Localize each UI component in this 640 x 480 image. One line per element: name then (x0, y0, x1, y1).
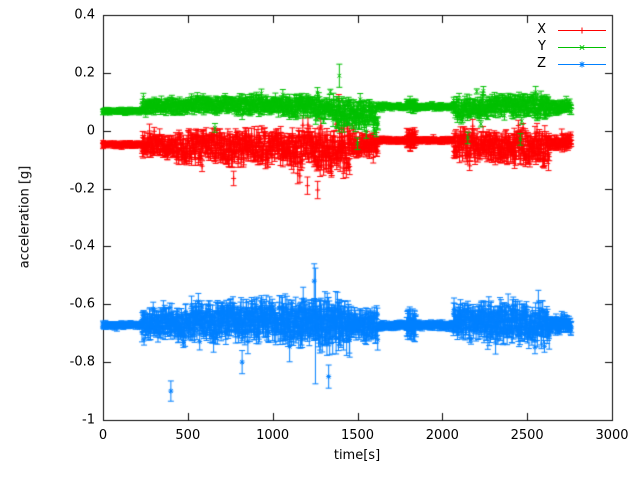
y-tick-label: 0 (86, 123, 95, 139)
legend-marker-plus-icon (558, 27, 606, 33)
y-tick-label: 0.2 (74, 65, 95, 81)
y-tick-label: -1 (82, 412, 95, 428)
legend-label: Z (537, 56, 546, 71)
x-tick-label: 1500 (340, 428, 375, 443)
x-tick-label: 3000 (595, 428, 629, 443)
y-tick-label: -0.2 (69, 181, 95, 197)
y-tick-label: -0.4 (69, 238, 95, 254)
legend-entry-z: Z (537, 57, 608, 71)
y-tick-label: 0.4 (74, 7, 95, 23)
x-tick-label: 0 (98, 428, 108, 443)
y-tick-label: -0.6 (69, 296, 95, 312)
legend-marker-asterisk-icon (558, 61, 606, 67)
legend-marker-cross-icon (558, 44, 606, 50)
legend-label: X (537, 22, 546, 37)
legend-label: Y (538, 39, 546, 54)
y-axis-title: acceleration [g] (17, 165, 33, 269)
x-tick-label: 1000 (256, 428, 290, 443)
y-tick-label: -0.8 (69, 354, 95, 370)
x-tick-label: 2500 (510, 428, 544, 443)
legend-entry-y: Y (538, 40, 608, 54)
x-tick-label: 2000 (425, 428, 459, 443)
x-tick-label: 500 (175, 428, 201, 443)
x-axis-title: time[s] (333, 448, 381, 463)
legend-entry-x: X (537, 23, 608, 37)
